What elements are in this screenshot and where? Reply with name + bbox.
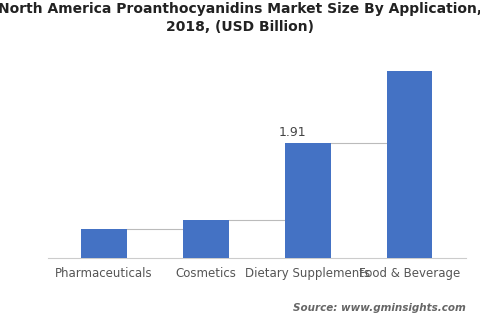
Bar [183,220,229,258]
Text: 1.91: 1.91 [278,126,306,139]
Text: North America Proanthocyanidins Market Size By Application,
2018, (USD Billion): North America Proanthocyanidins Market S… [0,2,480,34]
Bar [285,143,331,258]
Text: Source: www.gminsights.com: Source: www.gminsights.com [293,304,466,313]
Bar [387,71,432,258]
Bar [81,229,127,258]
